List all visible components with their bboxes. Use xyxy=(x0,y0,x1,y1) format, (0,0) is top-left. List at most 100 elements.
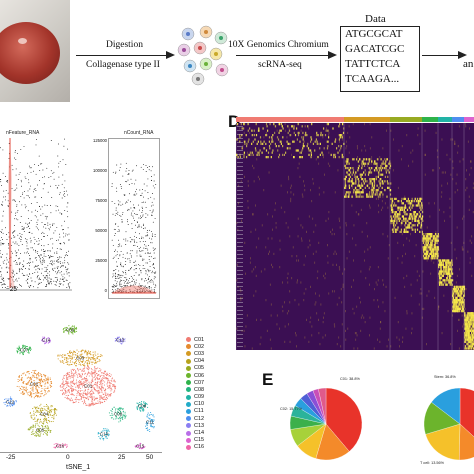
heatmap-cell xyxy=(472,318,474,321)
heatmap-cell xyxy=(339,219,340,222)
y-tick: 0 xyxy=(104,288,107,293)
violin-point xyxy=(2,287,4,289)
heatmap-cell xyxy=(434,241,437,244)
heatmap-cell xyxy=(470,343,473,346)
violin-point xyxy=(53,269,54,271)
heatmap-cell xyxy=(402,340,403,343)
heatmap-cell xyxy=(470,336,472,339)
heatmap-cell xyxy=(347,167,349,170)
heatmap-cell xyxy=(449,268,451,271)
violin-point xyxy=(149,270,151,272)
heatmap-cell xyxy=(293,127,295,130)
heatmap-cell xyxy=(440,277,442,280)
heatmap-cell xyxy=(468,321,470,324)
tsne-point xyxy=(96,378,99,380)
heatmap-cell xyxy=(336,263,337,266)
violin-point xyxy=(133,284,135,286)
tsne-point xyxy=(66,359,68,361)
violin-point xyxy=(128,173,130,175)
violin-point xyxy=(152,204,154,206)
violin-point xyxy=(114,202,116,204)
heatmap-cell xyxy=(452,294,454,297)
tsne-point xyxy=(21,377,23,379)
tsne-point xyxy=(89,395,91,397)
heatmap-cell xyxy=(383,162,385,165)
violin-point xyxy=(7,205,9,207)
violin-point xyxy=(121,221,123,223)
heatmap-cell xyxy=(421,316,423,319)
violin-point xyxy=(59,243,61,244)
heatmap-cell xyxy=(333,252,335,255)
violin-point xyxy=(20,216,22,217)
violin-point xyxy=(0,281,2,283)
heatmap-cell xyxy=(369,195,371,198)
violin-point xyxy=(15,189,16,191)
heatmap-cell xyxy=(455,301,457,304)
violin-point xyxy=(51,197,53,199)
heatmap-cell xyxy=(436,239,438,242)
heatmap-cell xyxy=(417,197,419,200)
heatmap-cell xyxy=(405,252,406,255)
violin-point xyxy=(56,253,58,255)
heatmap-cell xyxy=(250,151,252,154)
violin-point xyxy=(26,223,28,225)
tsne-point xyxy=(100,369,102,371)
tsne-point xyxy=(83,381,85,383)
heatmap-cell xyxy=(407,217,410,220)
tsne-point xyxy=(35,387,37,389)
violin-point xyxy=(53,252,55,254)
heatmap-cell xyxy=(434,237,436,240)
tsne-point xyxy=(31,386,33,388)
violin-point xyxy=(65,279,67,281)
heatmap-cell xyxy=(327,140,329,143)
tsne-point xyxy=(80,368,82,370)
tsne-point xyxy=(76,395,78,397)
heatmap-cell xyxy=(465,347,467,350)
tsne-point xyxy=(100,384,102,386)
heatmap-cell xyxy=(430,272,432,275)
heatmap-cell xyxy=(448,263,450,266)
heatmap-cell xyxy=(357,178,359,181)
heatmap-gene-label xyxy=(237,186,243,187)
heatmap-cell xyxy=(261,151,263,154)
heatmap-cell xyxy=(351,204,353,207)
arrow-scrnaseq xyxy=(236,55,328,56)
violin-point xyxy=(19,263,21,265)
heatmap-cell xyxy=(439,259,441,262)
heatmap-cell xyxy=(462,158,464,161)
violin-point xyxy=(65,271,67,273)
violin-point xyxy=(20,181,22,183)
tsne-point xyxy=(34,395,36,398)
heatmap-cell xyxy=(244,175,245,178)
violin-point xyxy=(5,189,7,191)
tsne-point xyxy=(80,387,82,389)
violin-point xyxy=(139,226,141,228)
tsne-point xyxy=(79,380,81,382)
heatmap-cell xyxy=(401,158,402,161)
violin-point xyxy=(22,193,24,195)
tsne-point xyxy=(109,385,111,387)
heatmap-cell xyxy=(367,162,369,165)
heatmap-cell xyxy=(452,167,454,170)
violin-point xyxy=(125,261,127,263)
heatmap-cell xyxy=(452,296,455,299)
violin-point xyxy=(15,255,17,257)
heatmap-cell xyxy=(341,156,343,159)
heatmap-cell xyxy=(441,332,443,335)
violin-point xyxy=(18,245,20,247)
violin-point xyxy=(40,214,42,216)
heatmap-cell xyxy=(465,189,467,192)
heatmap-cell xyxy=(369,206,371,209)
heatmap-cell xyxy=(341,138,343,141)
heatmap-cell xyxy=(373,180,375,183)
heatmap-cell xyxy=(458,288,460,291)
heatmap-cell xyxy=(243,123,246,126)
violin-point xyxy=(29,228,31,230)
heatmap-cell xyxy=(345,224,347,227)
heatmap-cell xyxy=(414,230,416,233)
heatmap-cell xyxy=(457,294,459,297)
heatmap-cell xyxy=(458,318,459,321)
heatmap-cell xyxy=(470,160,472,163)
tsne-point xyxy=(87,368,89,370)
heatmap-cell xyxy=(438,235,440,238)
